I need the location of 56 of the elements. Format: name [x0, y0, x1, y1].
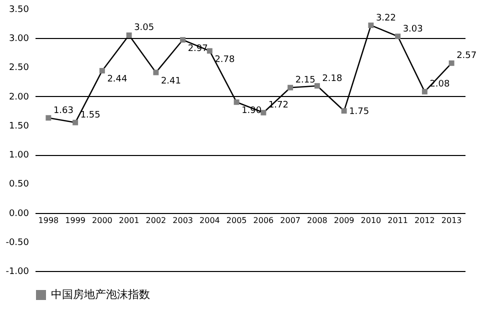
data-label: 2.15: [295, 76, 316, 86]
x-tick-label: 2004: [200, 216, 220, 225]
x-tick-label: 2012: [414, 216, 435, 225]
data-label: 1.75: [349, 106, 370, 117]
x-tick-label: 2003: [172, 216, 193, 225]
point: [99, 68, 105, 74]
point: [72, 120, 78, 126]
data-label: 3.03: [402, 24, 423, 34]
y-tick-label: 3.50: [8, 5, 30, 15]
y-tick-label: 0.00: [8, 208, 30, 219]
x-tick-label: 2001: [118, 216, 140, 225]
point: [341, 108, 347, 114]
x-tick-label: 2011: [388, 216, 408, 225]
point: [314, 83, 320, 89]
point: [46, 115, 52, 121]
x-tick-label: 2002: [146, 216, 166, 225]
x-tick-label: 1999: [65, 216, 86, 225]
point: [126, 32, 132, 38]
x-tick-label: 2008: [307, 216, 328, 225]
data-label: 2.44: [107, 74, 128, 85]
y-tick-label: -0.50: [6, 238, 30, 248]
point: [153, 70, 159, 76]
y-tick-label: 2.00: [8, 92, 30, 102]
x-tick-label: 2006: [253, 216, 274, 225]
y-tick-label: -1.00: [6, 267, 30, 277]
y-tick-label: 3.00: [8, 34, 30, 44]
point: [422, 88, 428, 94]
x-tick-label: 2005: [226, 216, 247, 225]
legend-label: 中国房地产泡沫指数: [51, 288, 150, 301]
x-tick-label: 2010: [360, 216, 382, 225]
y-tick-label: 0.50: [8, 180, 30, 190]
data-label: 2.08: [430, 80, 450, 90]
point: [288, 84, 294, 90]
y-tick-label: 2.50: [8, 63, 30, 74]
point: [395, 34, 401, 40]
x-tick-label: 1998: [38, 216, 59, 225]
x-tick-label: 2013: [441, 216, 462, 225]
y-tick-label: 1.00: [8, 150, 30, 161]
point: [368, 22, 374, 28]
x-tick-label: 2009: [334, 216, 354, 225]
data-label: 2.18: [322, 74, 342, 84]
point: [206, 48, 212, 54]
point: [260, 110, 266, 116]
data-label: 2.57: [456, 51, 477, 62]
data-label: 3.05: [134, 23, 154, 34]
point: [180, 37, 186, 43]
data-label: 2.41: [160, 76, 181, 86]
data-label: 1.55: [80, 110, 100, 121]
y-tick-label: 1.50: [8, 121, 30, 132]
data-label: 3.22: [376, 13, 396, 24]
x-tick-label: 2000: [92, 216, 112, 225]
point: [448, 60, 454, 66]
data-label: 1.63: [53, 106, 74, 116]
point: [234, 99, 240, 105]
x-tick-label: 2007: [280, 216, 300, 225]
data-label: 2.78: [214, 54, 235, 65]
